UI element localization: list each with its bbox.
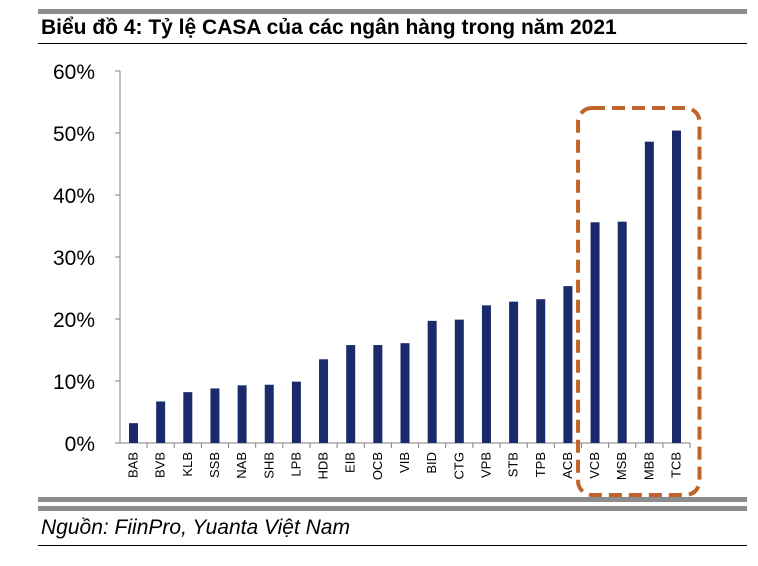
highlight-frame (576, 106, 702, 497)
bar-acb (563, 286, 573, 443)
bars (129, 130, 681, 443)
x-tick-label: LPB (288, 452, 303, 477)
bar-bvb (156, 401, 166, 443)
bar-mbb (644, 141, 654, 443)
bar-ctg (454, 319, 464, 443)
source-rule (38, 545, 747, 546)
x-tick-label: ACB (560, 452, 575, 479)
bar-bab (129, 423, 138, 443)
y-tick-label: 20% (53, 309, 95, 332)
x-tick-label: CTG (451, 452, 466, 479)
x-tick-label: STB (506, 452, 521, 477)
x-tick-label: MSB (614, 452, 629, 480)
bar-eib (346, 345, 356, 443)
bottom-rule (38, 506, 747, 511)
x-tick-label: EIB (343, 452, 358, 473)
x-tick-label: SHB (261, 452, 276, 479)
x-tick-label: MBB (641, 452, 656, 480)
bar-ssb (210, 388, 220, 443)
x-tick-label: TCB (669, 452, 684, 478)
x-axis: BAB BVB KLB SSB NAB SHB LPB HDB EIB OCB VIB BID CTG V… (120, 442, 691, 480)
bar-klb (183, 392, 193, 443)
x-tick-label: OCB (370, 452, 385, 480)
highlight-box (576, 106, 702, 497)
x-tick-label: TPB (533, 452, 548, 477)
x-tick-label: VPB (478, 452, 493, 478)
bar-bid (427, 320, 437, 443)
y-tick-label: 50% (53, 123, 95, 146)
chart-title: Biểu đồ 4: Tỷ lệ CASA của các ngân hàng … (41, 16, 617, 39)
top-rule (38, 9, 747, 14)
y-tick-label: 10% (53, 371, 95, 394)
bar-nab (237, 385, 247, 443)
bar-lpb (291, 381, 301, 443)
x-tick-label: NAB (234, 452, 249, 479)
x-tick-label: KLB (180, 452, 195, 477)
bar-tpb (536, 299, 546, 443)
y-tick-label: 40% (53, 185, 95, 208)
bar-msb (617, 221, 627, 443)
y-axis: 0% 10% 20% 30% 40% 50% 60% (53, 61, 121, 456)
x-tick-label: VIB (397, 452, 412, 473)
x-tick-label: BVB (153, 452, 168, 478)
bar-tcb (672, 130, 681, 443)
source-note: Nguồn: FiinPro, Yuanta Việt Nam (41, 516, 350, 539)
x-tick-label: SSB (207, 452, 222, 478)
bar-stb (509, 301, 519, 443)
y-tick-label: 30% (53, 247, 95, 270)
title-rule (38, 43, 747, 44)
y-tick-label: 60% (53, 61, 95, 84)
bar-vcb (590, 222, 600, 443)
x-tick-label: VCB (587, 452, 602, 479)
bar-vib (400, 343, 410, 443)
y-tick-label: 0% (65, 433, 95, 456)
x-tick-label: HDB (316, 452, 331, 479)
bar-ocb (373, 345, 383, 443)
x-tick-label: BAB (126, 452, 141, 478)
bar-vpb (481, 305, 491, 443)
x-tick-label: BID (424, 452, 439, 474)
bar-hdb (319, 359, 329, 443)
bar-shb (264, 384, 274, 443)
bottom-rule (38, 497, 747, 502)
